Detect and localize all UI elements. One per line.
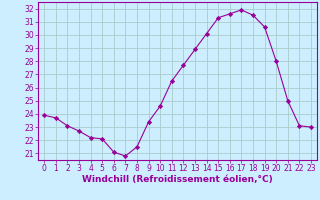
X-axis label: Windchill (Refroidissement éolien,°C): Windchill (Refroidissement éolien,°C) — [82, 175, 273, 184]
